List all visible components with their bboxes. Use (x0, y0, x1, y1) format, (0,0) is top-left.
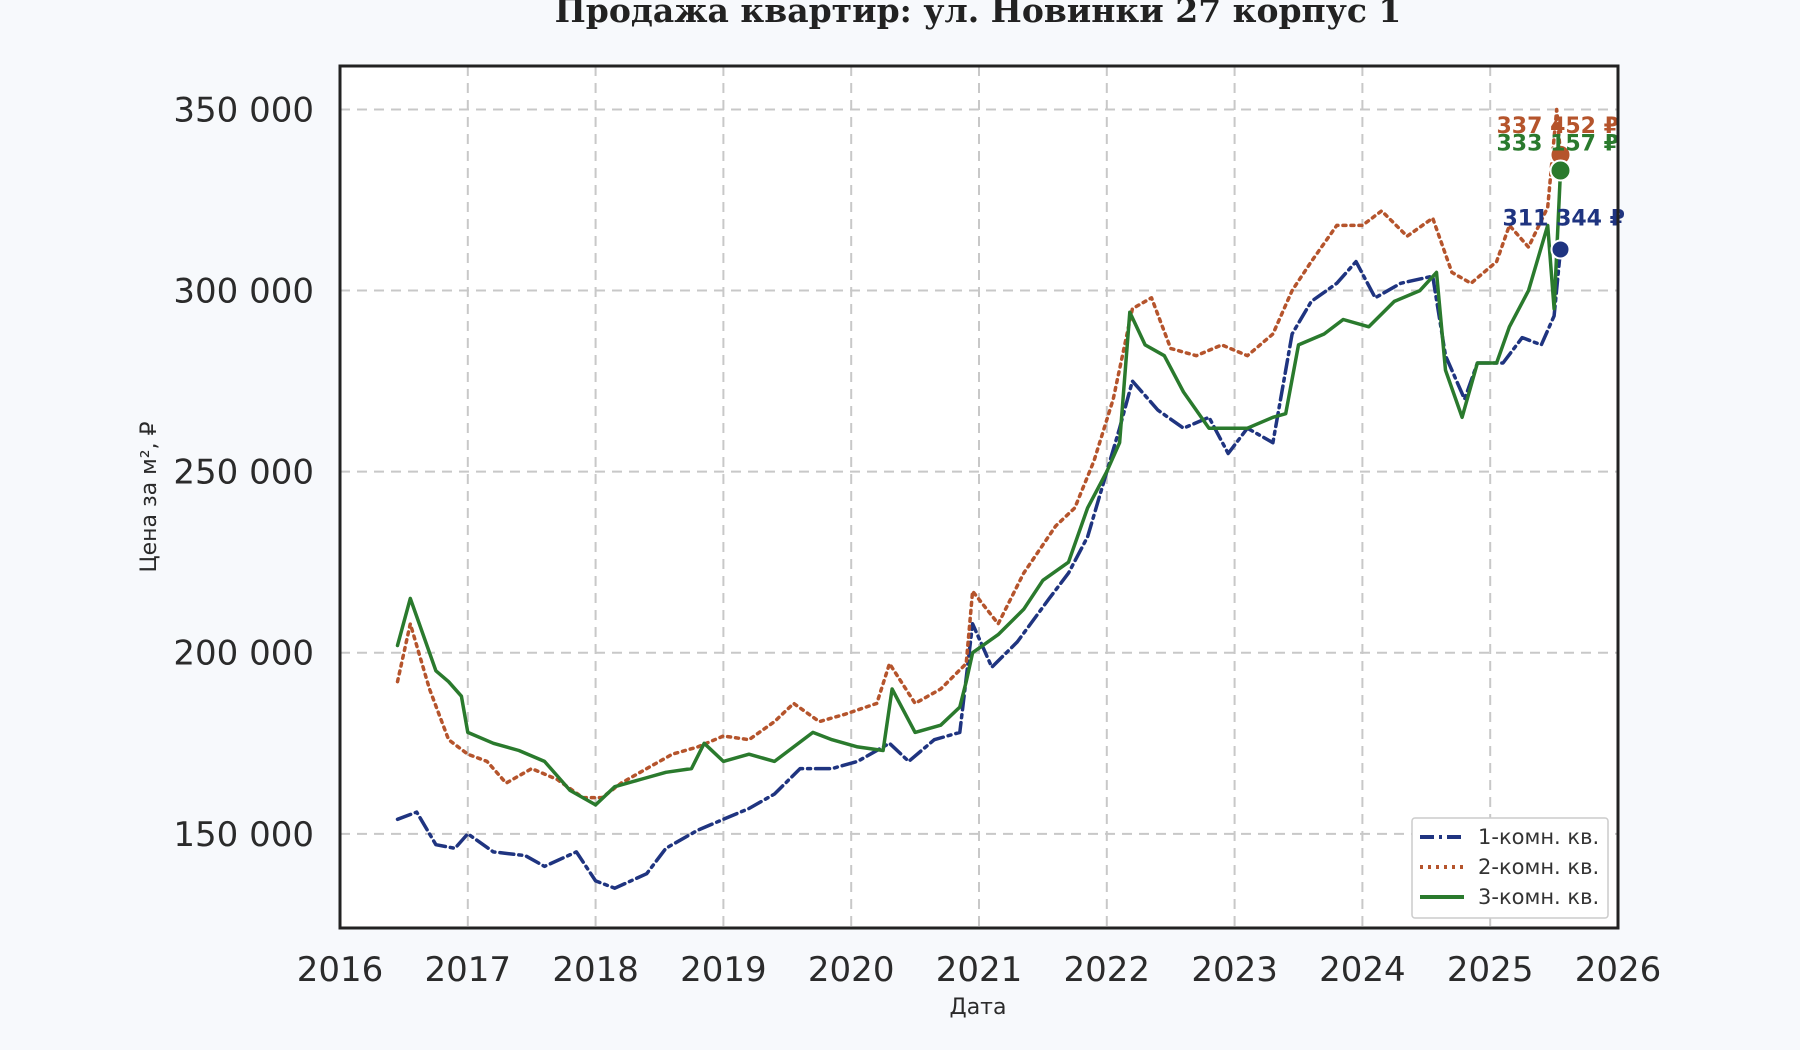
x-tick-labels: 2016 2017 2018 2019 2020 2021 2022 2023 2024 2025… (297, 950, 1662, 990)
series-line-1 (395, 247, 1563, 890)
series-line-3 (395, 168, 1563, 807)
x-tick-label: 2017 (425, 950, 512, 990)
legend-box (1411, 817, 1609, 919)
y-tick-label: 300 000 (173, 272, 314, 312)
legend-item-2: 2-комн. кв. (1420, 855, 1599, 879)
y-tick-labels: 150 000 200 000 250 000 300 000 350 000 (173, 90, 314, 854)
legend-label-1: 1-комн. кв. (1478, 825, 1599, 849)
x-tick-label: 2020 (808, 950, 895, 990)
y-tick-label: 200 000 (173, 634, 314, 674)
chart-title: Продажа квартир: ул. Новинки 27 корпус 1 (555, 0, 1402, 30)
legend: 1-комн. кв. 2-комн. кв. 3-комн. кв. (1411, 817, 1609, 919)
y-tick-label: 150 000 (173, 815, 314, 855)
legend-label-2: 2-комн. кв. (1478, 855, 1599, 879)
series-layer (395, 107, 1563, 890)
x-axis-label: Дата (950, 995, 1007, 1020)
x-tick-label: 2024 (1319, 950, 1406, 990)
x-tick-label: 2025 (1447, 950, 1534, 990)
x-tick-label: 2019 (680, 950, 767, 990)
legend-label-3: 3-комн. кв. (1478, 885, 1599, 909)
endpoint-marker-1 (1550, 239, 1571, 260)
legend-item-1: 1-комн. кв. (1420, 825, 1599, 849)
x-tick-label: 2022 (1064, 950, 1151, 990)
y-gridlines (340, 108, 1618, 835)
plot-frame (338, 64, 1620, 930)
y-tick-label: 350 000 (173, 90, 314, 130)
endpoint-label-1: 311 344 ₽ (1502, 206, 1624, 231)
endpoint-label-3: 333 157 ₽ (1496, 131, 1618, 156)
endpoint-layer: 311 344 ₽ 337 452 ₽333 157 ₽ (1496, 114, 1625, 260)
x-tick-label: 2018 (552, 950, 639, 990)
y-tick-label: 250 000 (173, 453, 314, 493)
x-tick-label: 2016 (297, 950, 384, 990)
endpoint-label-2: 337 452 ₽ (1496, 114, 1618, 139)
x-tick-label: 2026 (1575, 950, 1662, 990)
x-tick-label: 2021 (936, 950, 1023, 990)
y-axis-label: Цена за м², ₽ (137, 421, 162, 572)
x-gridlines (466, 66, 1492, 928)
x-tick-label: 2023 (1191, 950, 1278, 990)
legend-item-3: 3-комн. кв. (1420, 885, 1599, 909)
endpoint-marker-3 (1549, 159, 1572, 182)
